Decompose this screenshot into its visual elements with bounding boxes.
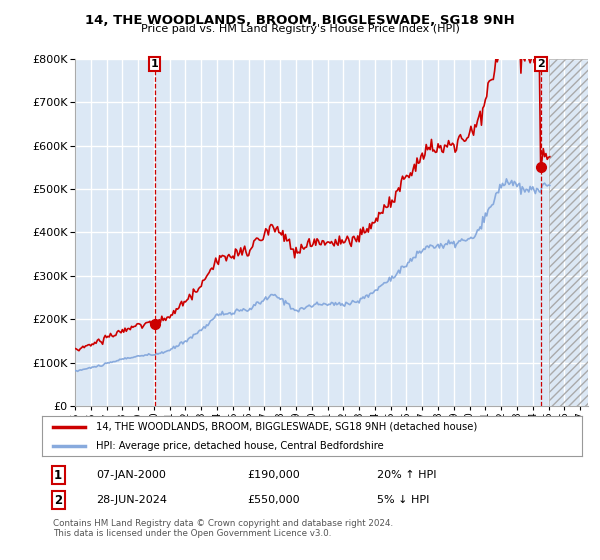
Text: £190,000: £190,000	[247, 470, 300, 480]
Text: Contains HM Land Registry data © Crown copyright and database right 2024.
This d: Contains HM Land Registry data © Crown c…	[53, 519, 393, 538]
Text: 2: 2	[54, 493, 62, 507]
Text: 14, THE WOODLANDS, BROOM, BIGGLESWADE, SG18 9NH (detached house): 14, THE WOODLANDS, BROOM, BIGGLESWADE, S…	[96, 422, 477, 432]
Text: 20% ↑ HPI: 20% ↑ HPI	[377, 470, 436, 480]
Text: 28-JUN-2024: 28-JUN-2024	[96, 495, 167, 505]
Text: £550,000: £550,000	[247, 495, 300, 505]
Text: 1: 1	[54, 469, 62, 482]
Text: 5% ↓ HPI: 5% ↓ HPI	[377, 495, 429, 505]
Text: Price paid vs. HM Land Registry's House Price Index (HPI): Price paid vs. HM Land Registry's House …	[140, 24, 460, 34]
Text: HPI: Average price, detached house, Central Bedfordshire: HPI: Average price, detached house, Cent…	[96, 441, 384, 450]
Text: 1: 1	[151, 59, 158, 69]
Text: 14, THE WOODLANDS, BROOM, BIGGLESWADE, SG18 9NH: 14, THE WOODLANDS, BROOM, BIGGLESWADE, S…	[85, 14, 515, 27]
Text: 2: 2	[537, 59, 545, 69]
Text: 07-JAN-2000: 07-JAN-2000	[96, 470, 166, 480]
